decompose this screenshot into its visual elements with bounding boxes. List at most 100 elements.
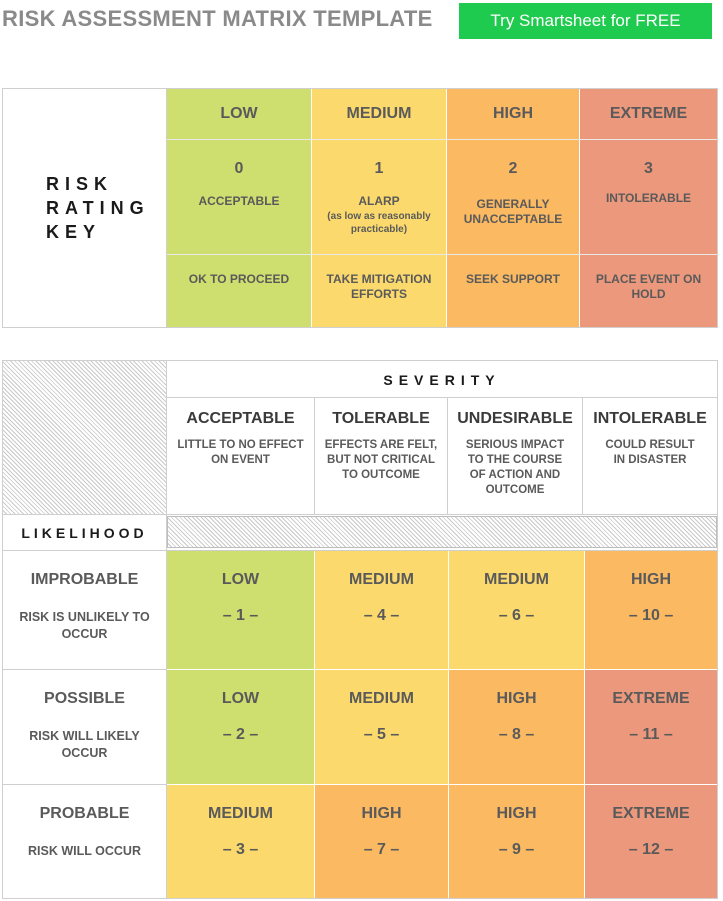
severity-col-4: INTOLERABLE COULD RESULT IN DISASTER <box>583 398 717 514</box>
risk-score: – 9 – <box>498 841 535 858</box>
key-rating-high: 2 GENERALLY UNACCEPTABLE <box>447 140 579 254</box>
page-title: RISK ASSESSMENT MATRIX TEMPLATE <box>2 6 433 31</box>
likelihood-name: PROBABLE <box>39 805 130 822</box>
risk-level: HIGH <box>631 571 671 588</box>
key-label-line-1: RISK <box>46 174 114 194</box>
key-level-high: HIGH <box>447 89 579 139</box>
severity-label: SEVERITY <box>383 371 501 388</box>
key-rating-number: 3 <box>644 160 653 177</box>
key-level-extreme: EXTREME <box>580 89 717 139</box>
risk-score: – 5 – <box>363 726 400 743</box>
key-label-line-2: RATING <box>46 198 150 218</box>
key-label: RISK RATING KEY <box>3 89 166 327</box>
key-rating-label: INTOLERABLE <box>605 191 692 205</box>
risk-level: HIGH <box>496 690 537 707</box>
likelihood-label: LIKELIHOOD <box>21 524 148 541</box>
risk-cell: HIGH – 10 – <box>585 551 717 669</box>
try-smartsheet-button[interactable]: Try Smartsheet for FREE <box>459 3 712 39</box>
risk-score: – 7 – <box>363 841 400 858</box>
risk-cell: HIGH – 8 – <box>449 670 584 784</box>
key-level-medium: MEDIUM <box>312 89 446 139</box>
risk-cell: MEDIUM – 3 – <box>167 785 314 898</box>
likelihood-row-label: IMPROBABLE RISK IS UNLIKELY TO OCCUR <box>3 551 166 669</box>
severity-desc: EFFECTS ARE FELT, BUT NOT CRITICAL TO OU… <box>324 439 438 481</box>
likelihood-desc: RISK WILL LIKELY OCCUR <box>29 729 140 760</box>
key-level-low: LOW <box>167 89 311 139</box>
severity-name: ACCEPTABLE <box>186 410 295 427</box>
risk-score: – 8 – <box>498 726 535 743</box>
key-action-medium: TAKE MITIGATION EFFORTS <box>312 255 446 327</box>
matrix-corner-hatch <box>3 361 166 514</box>
risk-level: HIGH <box>496 805 537 822</box>
likelihood-desc: RISK WILL OCCUR <box>28 844 141 858</box>
risk-cell: EXTREME – 11 – <box>585 670 717 784</box>
risk-cell: HIGH – 9 – <box>449 785 584 898</box>
severity-desc: COULD RESULT IN DISASTER <box>605 439 695 466</box>
key-rating-extreme: 3 INTOLERABLE <box>580 140 717 254</box>
key-level-label: LOW <box>220 105 258 122</box>
key-action-high: SEEK SUPPORT <box>447 255 579 327</box>
severity-col-2: TOLERABLE EFFECTS ARE FELT, BUT NOT CRIT… <box>315 398 447 514</box>
likelihood-name: POSSIBLE <box>44 690 125 707</box>
risk-cell: HIGH – 7 – <box>315 785 448 898</box>
key-action-label: OK TO PROCEED <box>188 272 290 286</box>
risk-score: – 1 – <box>222 607 259 624</box>
key-action-label: SEEK SUPPORT <box>465 272 561 286</box>
risk-cell: MEDIUM – 4 – <box>315 551 448 669</box>
severity-desc: LITTLE TO NO EFFECT ON EVENT <box>177 439 304 466</box>
risk-score: – 11 – <box>629 726 673 743</box>
risk-level: HIGH <box>361 805 402 822</box>
severity-desc: SERIOUS IMPACT TO THE COURSE OF ACTION A… <box>465 439 565 496</box>
risk-cell: LOW – 1 – <box>167 551 314 669</box>
risk-score: – 2 – <box>222 726 259 743</box>
risk-cell: LOW – 2 – <box>167 670 314 784</box>
risk-matrix <box>2 360 718 899</box>
key-action-label: PLACE EVENT ON HOLD <box>595 272 702 301</box>
key-label-line-3: KEY <box>46 222 102 242</box>
risk-cell: EXTREME – 12 – <box>585 785 717 898</box>
risk-level: LOW <box>221 690 260 707</box>
key-rating-label: ACCEPTABLE <box>198 194 280 208</box>
key-action-label: TAKE MITIGATION EFFORTS <box>326 272 432 301</box>
risk-score: – 3 – <box>222 841 259 858</box>
key-rating-note: (as low as reasonably practicable) <box>327 211 431 235</box>
risk-score: – 4 – <box>363 607 400 624</box>
likelihood-row-label: PROBABLE RISK WILL OCCUR <box>3 785 166 898</box>
severity-name: TOLERABLE <box>332 410 430 427</box>
key-action-extreme: PLACE EVENT ON HOLD <box>580 255 717 327</box>
key-rating-number: 0 <box>234 160 244 177</box>
key-rating-medium: 1 ALARP (as low as reasonably practicabl… <box>312 140 446 254</box>
key-rating-label: ALARP <box>358 194 400 208</box>
risk-level: MEDIUM <box>484 571 549 588</box>
likelihood-row-label: POSSIBLE RISK WILL LIKELY OCCUR <box>3 670 166 784</box>
key-rating-number: 2 <box>508 160 518 177</box>
risk-rating-key <box>2 88 718 328</box>
severity-col-1: ACCEPTABLE LITTLE TO NO EFFECT ON EVENT <box>167 398 314 514</box>
likelihood-header: LIKELIHOOD <box>3 515 166 550</box>
risk-cell: MEDIUM – 5 – <box>315 670 448 784</box>
risk-score: – 12 – <box>628 841 674 858</box>
risk-level: MEDIUM <box>349 571 414 588</box>
risk-level: LOW <box>221 571 260 588</box>
severity-name: INTOLERABLE <box>593 410 707 427</box>
key-rating-label: GENERALLY UNACCEPTABLE <box>463 197 563 226</box>
likelihood-name: IMPROBABLE <box>30 571 139 588</box>
key-rating-number: 1 <box>374 160 384 177</box>
key-level-label: EXTREME <box>609 105 688 122</box>
severity-col-3: UNDESIRABLE SERIOUS IMPACT TO THE COURSE… <box>448 398 582 514</box>
risk-level: MEDIUM <box>349 690 414 707</box>
likelihood-desc: RISK IS UNLIKELY TO OCCUR <box>19 610 150 641</box>
key-action-low: OK TO PROCEED <box>167 255 311 327</box>
likelihood-hatch <box>167 516 717 548</box>
risk-level: MEDIUM <box>208 805 273 822</box>
severity-header: SEVERITY <box>167 361 717 398</box>
severity-name: UNDESIRABLE <box>457 410 573 427</box>
key-level-label: HIGH <box>493 105 533 122</box>
key-level-label: MEDIUM <box>346 105 412 122</box>
risk-level: EXTREME <box>612 805 690 822</box>
risk-cell: MEDIUM – 6 – <box>449 551 584 669</box>
key-rating-low: 0 ACCEPTABLE <box>167 140 311 254</box>
risk-level: EXTREME <box>612 690 690 707</box>
risk-score: – 6 – <box>498 607 535 624</box>
risk-score: – 10 – <box>628 607 674 624</box>
